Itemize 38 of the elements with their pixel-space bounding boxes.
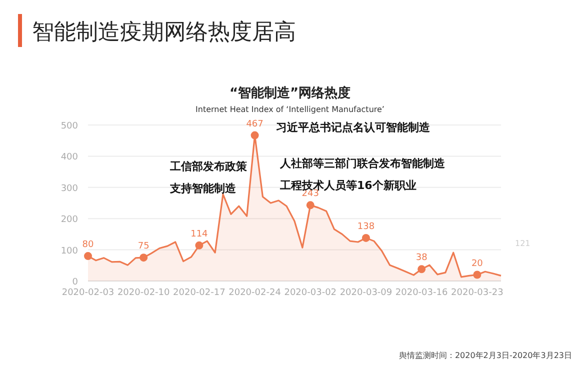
chart-subtitle: “智能制造”网络热度 [229, 85, 351, 101]
annotation: 工程技术人员等16个新职业 [279, 179, 416, 192]
data-label: 75 [138, 242, 150, 252]
data-label: 467 [246, 119, 264, 130]
x-tick-label: 2020-03-02 [284, 288, 337, 298]
x-tick-label: 2020-03-23 [451, 288, 504, 298]
annotation: 习近平总书记点名认可智能制造 [276, 121, 431, 134]
data-label: 114 [190, 229, 208, 240]
x-tick-label: 2020-02-17 [173, 288, 226, 298]
annotation: 人社部等三部门联合发布智能制造 [279, 157, 446, 170]
point [418, 265, 426, 274]
chart-title: 智能制造疫期网络热度居高 [32, 20, 296, 45]
y-tick-label: 100 [60, 246, 78, 256]
x-tick-label: 2020-02-10 [117, 288, 170, 298]
x-tick-label: 2020-03-09 [340, 288, 392, 298]
point [84, 252, 92, 260]
x-tick-label: 2020-02-03 [62, 288, 114, 298]
point [140, 254, 148, 262]
data-label: 80 [82, 240, 94, 250]
text: 舆情监测时间：2020年2月3日-2020年3月23日 [398, 351, 572, 360]
x-tick-label: 2020-02-24 [228, 288, 282, 298]
y-tick-label: 300 [60, 184, 78, 194]
point [362, 234, 370, 242]
y-tick-label: 500 [60, 122, 78, 132]
data-label: 20 [471, 258, 484, 269]
data-label: 138 [357, 222, 375, 232]
point [306, 201, 314, 210]
point [473, 270, 482, 279]
y-tick-label: 400 [60, 152, 78, 163]
y-tick-label: 200 [60, 215, 78, 226]
annotation: 支持智能制造 [169, 182, 237, 195]
y-tick-label: 0 [72, 278, 78, 288]
point [195, 241, 204, 250]
point [250, 131, 259, 140]
x-tick-label: 2020-03-16 [395, 288, 448, 298]
data-label: 38 [416, 253, 428, 264]
annotation: 工信部发布政策 [169, 160, 248, 173]
text: Internet Heat Index of ‘Intelligent Manufacture’ [196, 105, 384, 114]
